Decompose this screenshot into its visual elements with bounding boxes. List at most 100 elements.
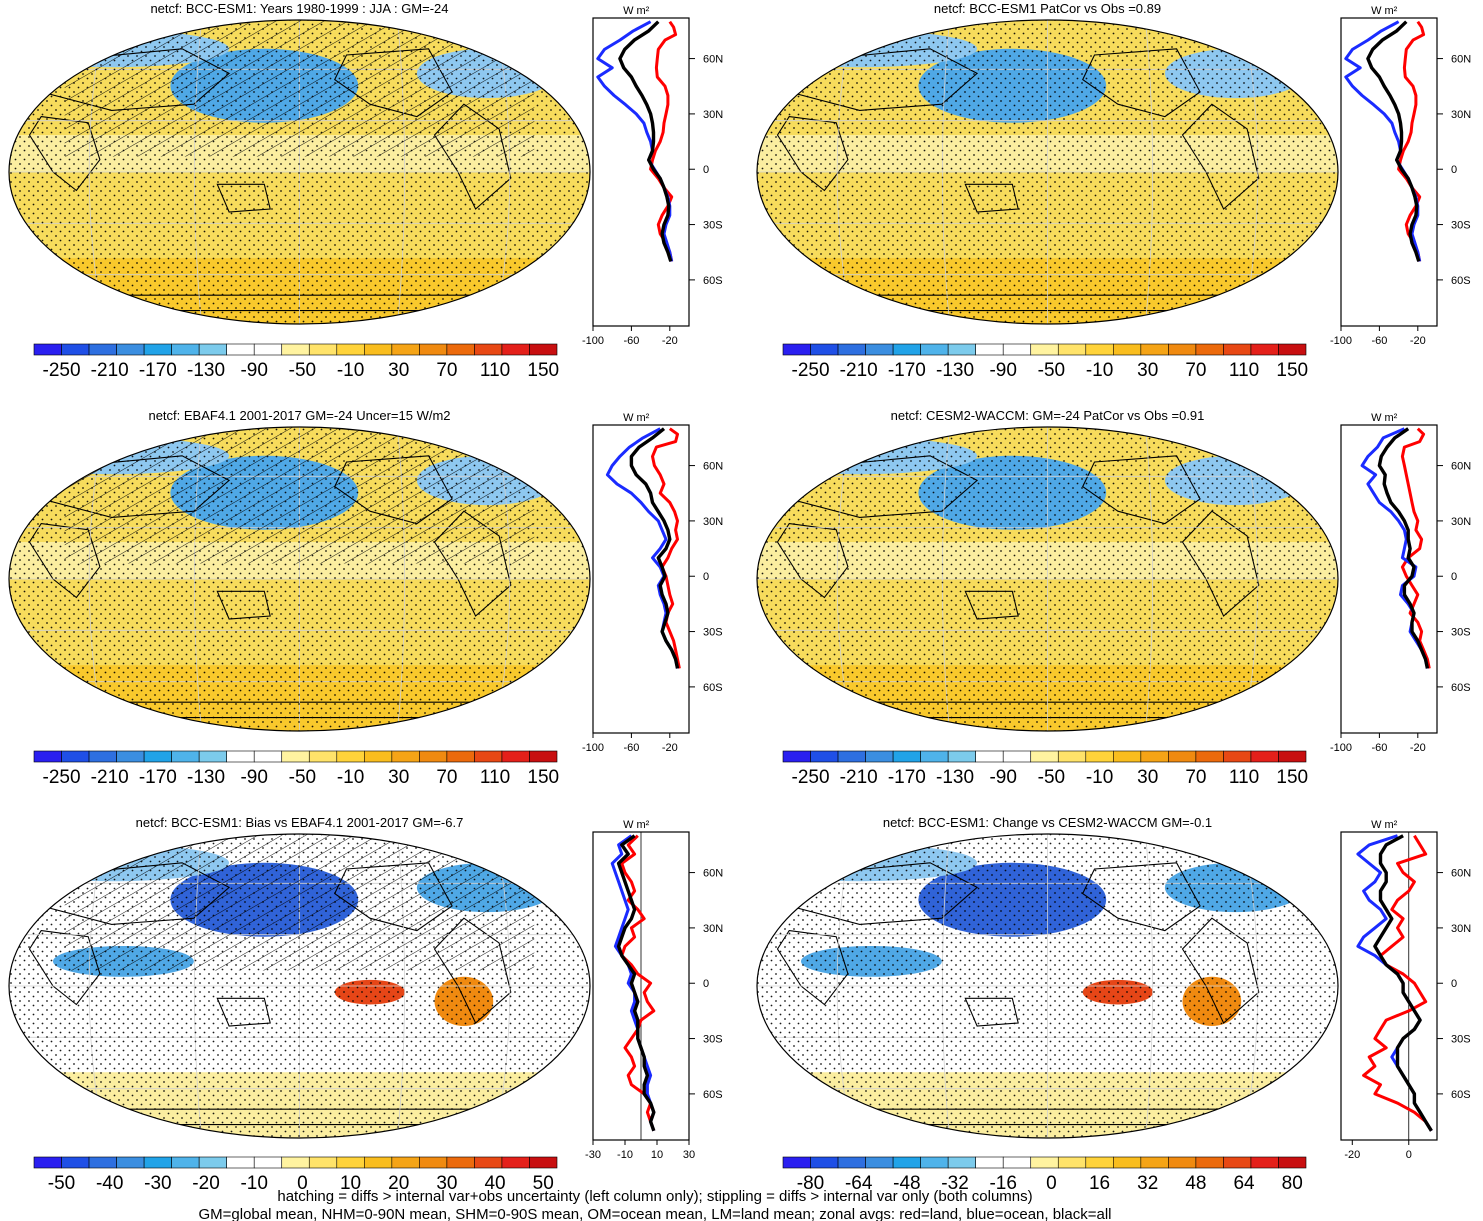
zonal-ytick-label: 0 (703, 978, 709, 990)
colorbar-swatch (61, 343, 90, 356)
colorbar-swatch (364, 343, 393, 356)
colorbar: -80 -64 -48 -32 -16 0 16 32 48 64 80 (782, 1156, 1307, 1194)
zonal-ytick-label: 30S (1451, 1034, 1471, 1046)
colorbar-swatch (226, 1156, 255, 1169)
colorbar-swatch (33, 1156, 62, 1169)
colorbar-swatch (865, 1156, 894, 1169)
colorbar-swatch (198, 343, 227, 356)
colorbar-swatch (975, 1156, 1004, 1169)
panel-title: netcf: EBAF4.1 2001-2017 GM=-24 Uncer=15… (148, 408, 450, 423)
colorbar-label: 30 (436, 1173, 457, 1194)
colorbar-label: 70 (436, 360, 457, 381)
panel-cesm2-climatology: netcf: CESM2-WACCM: GM=-24 PatCor vs Obs… (756, 408, 1471, 788)
zonal-unit: W m² (623, 412, 650, 424)
colorbar-swatch (501, 750, 530, 763)
colorbar-swatch (446, 750, 475, 763)
zonal-line-all (618, 20, 673, 262)
zonal-xtick-label: -100 (1330, 335, 1352, 347)
colorbar-label: -80 (797, 1173, 824, 1194)
zonal-ytick-label: 30N (703, 109, 723, 121)
colorbar-swatch (501, 1156, 530, 1169)
colorbar-label: -48 (893, 1173, 920, 1194)
zonal-xtick-label: 10 (651, 1149, 663, 1161)
colorbar-label: -210 (91, 767, 129, 788)
colorbar-label: -250 (43, 767, 81, 788)
zonal-line-land (651, 427, 681, 669)
zonal-unit: W m² (1371, 5, 1398, 17)
zonal-ytick-label: 30S (703, 220, 723, 232)
zonal-ytick-label: 60S (1451, 1089, 1471, 1101)
zonal-unit: W m² (1371, 412, 1398, 424)
colorbar-label: 110 (480, 360, 510, 381)
zonal-ytick-label: 60N (703, 868, 723, 880)
zonal-mean-plot: W m² 60N 30N 0 30S 60S -20 0 (1340, 819, 1471, 1161)
colorbar-label: -130 (187, 360, 225, 381)
zonal-xtick-label: -10 (617, 1149, 633, 1161)
colorbar-swatch (920, 1156, 949, 1169)
colorbar-label: -170 (139, 360, 177, 381)
hatching (64, 20, 535, 157)
colorbar-swatch (1195, 750, 1224, 763)
colorbar-label: -170 (888, 360, 926, 381)
colorbar-swatch (33, 750, 62, 763)
colorbar-swatch (226, 343, 255, 356)
colorbar-label: -250 (43, 360, 81, 381)
zonal-line-all (629, 427, 680, 669)
colorbar-swatch (1057, 750, 1087, 763)
zonal-mean-plot: W m² 60N 30N 0 30S 60S -100 -60 -20 (1330, 5, 1471, 347)
zonal-ytick-label: 60N (703, 54, 723, 66)
colorbar-swatch (336, 1156, 365, 1169)
zonal-line-land (1397, 20, 1426, 262)
stippling (757, 834, 1338, 1138)
colorbar-swatch (116, 1156, 145, 1169)
zonal-ytick-label: 60N (1451, 868, 1471, 880)
colorbar-label: -64 (845, 1173, 873, 1194)
colorbar-label: 70 (1185, 360, 1206, 381)
colorbar-swatch (308, 1156, 338, 1169)
zonal-ytick-label: 0 (1451, 164, 1457, 176)
colorbar-swatch (1278, 1156, 1307, 1169)
colorbar-label: -250 (792, 767, 830, 788)
colorbar-swatch (1278, 343, 1307, 356)
colorbar-swatch (810, 343, 839, 356)
colorbar-swatch (171, 1156, 200, 1169)
colorbar-swatch (529, 750, 558, 763)
panel-title: netcf: CESM2-WACCM: GM=-24 PatCor vs Obs… (891, 408, 1205, 423)
zonal-ytick-label: 30N (1451, 516, 1471, 528)
zonal-line-ocean (610, 834, 656, 1132)
zonal-xtick-label: 30 (683, 1149, 695, 1161)
colorbar-swatch (920, 343, 949, 356)
colorbar-label: -50 (48, 1173, 75, 1194)
colorbar-swatch (529, 343, 558, 356)
panel-obs-climatology: netcf: EBAF4.1 2001-2017 GM=-24 Uncer=15… (8, 408, 723, 788)
zonal-ytick-label: 0 (1451, 571, 1457, 583)
colorbar-swatch (364, 750, 393, 763)
colorbar-label: 70 (436, 767, 457, 788)
colorbar-swatch (782, 750, 811, 763)
colorbar-swatch (1057, 343, 1087, 356)
zonal-ytick-label: 30N (1451, 923, 1471, 935)
colorbar-swatch (1168, 343, 1197, 356)
zonal-xtick-label: -60 (623, 742, 639, 754)
colorbar-swatch (391, 343, 420, 356)
colorbar-label: -10 (1086, 360, 1113, 381)
colorbar-label: -50 (289, 767, 316, 788)
zonal-ytick-label: 60N (1451, 461, 1471, 473)
zonal-line-all (1366, 20, 1421, 262)
colorbar: -250 -210 -170 -130 -90 -50 -10 30 70 110 150 (782, 343, 1308, 381)
colorbar-swatch (253, 750, 283, 763)
colorbar-swatch (1250, 343, 1279, 356)
colorbar-swatch (336, 750, 365, 763)
map-field (757, 427, 1338, 731)
zonal-unit: W m² (623, 819, 650, 831)
zonal-xtick-label: -20 (1344, 1149, 1360, 1161)
colorbar-label: -210 (840, 767, 878, 788)
colorbar-swatch (253, 1156, 283, 1169)
colorbar-swatch (253, 343, 283, 356)
zonal-xtick-label: 0 (1406, 1149, 1412, 1161)
colorbar-swatch (226, 750, 255, 763)
colorbar-swatch (501, 343, 530, 356)
colorbar-swatch (1030, 343, 1059, 356)
colorbar-label: -130 (187, 767, 225, 788)
zonal-ytick-label: 0 (703, 571, 709, 583)
